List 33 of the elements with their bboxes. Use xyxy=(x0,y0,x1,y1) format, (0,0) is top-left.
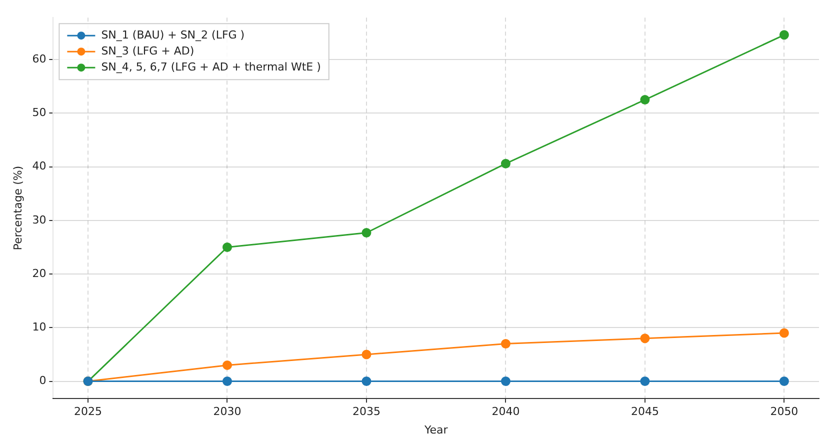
y-tick-label: 60 xyxy=(32,52,46,66)
x-tick-label: 2025 xyxy=(74,405,102,418)
point xyxy=(779,30,789,40)
y-tick-label: 10 xyxy=(32,320,46,334)
point xyxy=(222,360,232,370)
point xyxy=(362,376,372,386)
point xyxy=(640,334,650,344)
x-tick-label: 2050 xyxy=(770,405,798,418)
point xyxy=(222,242,232,252)
point xyxy=(779,328,789,338)
y-tick-label: 40 xyxy=(32,160,46,173)
y-axis-title: Percentage (%) xyxy=(11,166,24,250)
y-tick-label: 50 xyxy=(32,106,46,120)
point xyxy=(500,376,510,386)
y-tick-label: 0 xyxy=(39,374,46,388)
point xyxy=(222,376,232,386)
point xyxy=(362,350,372,360)
y-tick-label: 20 xyxy=(32,266,46,280)
point xyxy=(500,339,510,348)
x-tick-label: 2045 xyxy=(630,405,659,418)
x-tick-label: 2035 xyxy=(352,405,380,418)
point xyxy=(500,158,510,168)
point xyxy=(640,95,650,105)
point xyxy=(779,376,789,386)
x-tick-label: 2040 xyxy=(492,405,520,418)
point xyxy=(640,376,650,386)
x-tick-label: 2030 xyxy=(213,405,242,418)
legend-label: SN_3 (LFG + AD) xyxy=(101,44,194,58)
legend-label: SN_1 (BAU) + SN_2 (LFG ) xyxy=(101,28,245,42)
x-axis-title: Year xyxy=(423,423,448,436)
legend-label: SN_4, 5, 6,7 (LFG + AD + thermal WtE ) xyxy=(101,60,321,74)
point xyxy=(362,228,372,238)
y-tick-label: 30 xyxy=(32,213,46,226)
